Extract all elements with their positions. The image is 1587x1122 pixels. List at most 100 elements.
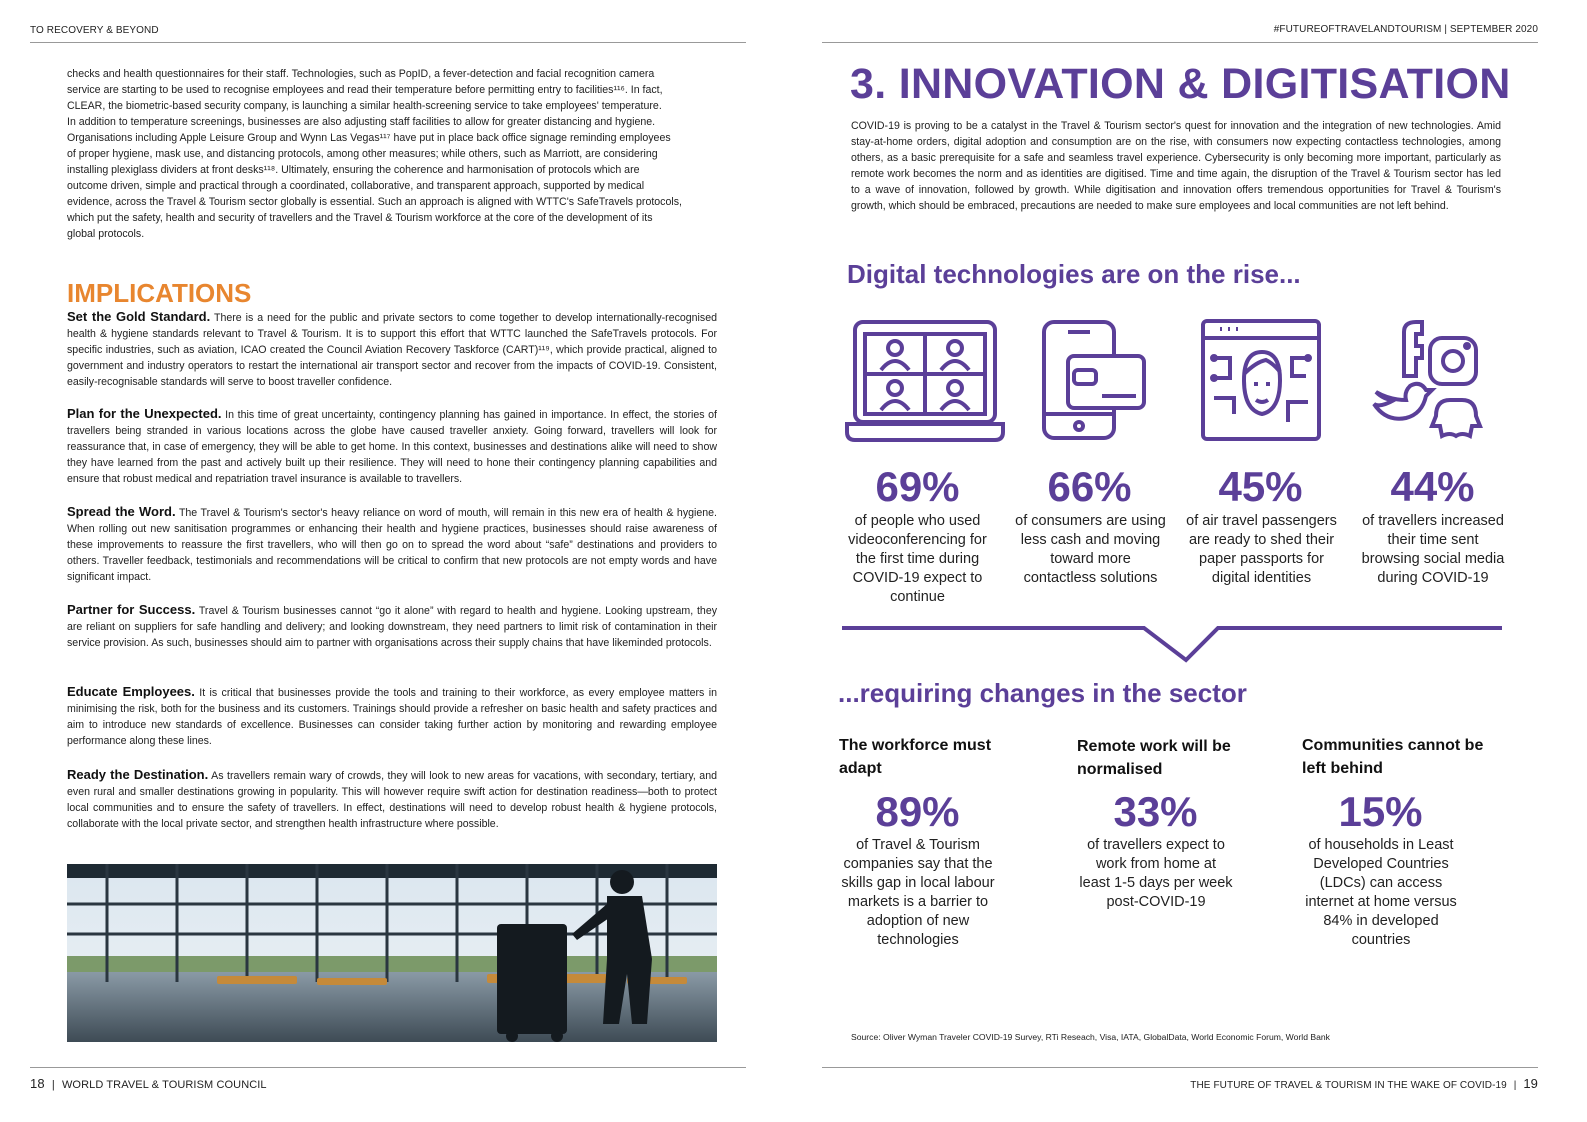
stat-line: of people who used — [854, 513, 981, 529]
change-line: of households in Least — [1308, 837, 1454, 853]
stat-line: of air travel passengers — [1186, 513, 1337, 529]
text-line: CLEAR, the biometric-based security comp… — [67, 100, 662, 112]
heading-line: Remote work will be — [1077, 738, 1231, 755]
stat-line: COVID-19 expect to — [852, 570, 983, 586]
header-rule-right — [822, 42, 1538, 43]
change-line: least 1-5 days per week — [1079, 875, 1233, 891]
text-line: service are starting to be used to recog… — [67, 84, 663, 96]
stat-line: toward more — [1050, 551, 1131, 567]
rise-subtitle: Digital technologies are on the rise... — [847, 259, 1301, 289]
paragraph-text: Travel & Tourism businesses cannot “go i… — [67, 605, 718, 649]
paragraph-text: In this time of great uncertainty, conti… — [67, 409, 717, 485]
airport-cleaner-photo — [67, 864, 717, 1042]
change-description: of travellers expect to work from home a… — [1070, 836, 1242, 912]
change-line: technologies — [877, 932, 959, 948]
stat-line: digital identities — [1211, 570, 1312, 586]
text-line: global protocols. — [67, 228, 145, 240]
divider-chevron — [842, 626, 1502, 663]
change-line: 84% in developed — [1323, 913, 1439, 929]
heading-line: normalised — [1077, 761, 1163, 778]
change-value: 89% — [875, 788, 960, 835]
paragraph-partner-success: Partner for Success. Travel & Tourism bu… — [67, 602, 717, 651]
paragraph-text: As travellers remain wary of crowds, the… — [67, 770, 717, 830]
heading-line: The workforce must — [839, 737, 992, 754]
change-line: Developed Countries — [1313, 856, 1449, 872]
page-number-right: 19 — [1523, 1076, 1538, 1091]
change-heading: Communities cannot be left behind — [1302, 734, 1502, 780]
stat-line: less cash and moving — [1020, 532, 1161, 548]
stat-line: videoconferencing for — [848, 532, 987, 548]
footer-left: 18 | WORLD TRAVEL & TOURISM COUNCIL — [30, 1076, 267, 1091]
stat-description: of people who used videoconferencing for… — [840, 512, 995, 607]
paragraph-heading: Spread the Word. — [67, 504, 176, 519]
paragraph-text: There is a need for the public and priva… — [67, 312, 717, 388]
change-heading: The workforce must adapt — [839, 734, 1029, 780]
heading-line: Communities cannot be — [1302, 737, 1484, 754]
stat-line: contactless solutions — [1023, 570, 1158, 586]
heading-line: left behind — [1302, 760, 1383, 777]
paragraph-spread-word: Spread the Word. The Travel & Tourism's … — [67, 504, 717, 585]
stat-line: their time sent — [1387, 532, 1479, 548]
stat-description: of air travel passengers are ready to sh… — [1178, 512, 1345, 588]
change-line: markets is a barrier to — [847, 894, 989, 910]
page-number-left: 18 — [30, 1076, 45, 1091]
change-line: of travellers expect to — [1087, 837, 1225, 853]
change-line: (LDCs) can access — [1319, 875, 1443, 891]
text-line: which put the safety, health and securit… — [67, 212, 653, 224]
running-header-left: TO RECOVERY & BEYOND — [30, 25, 159, 36]
text-line: checks and health questionnaires for the… — [67, 68, 655, 80]
change-line: of Travel & Tourism — [856, 837, 980, 853]
footer-right-text: THE FUTURE OF TRAVEL & TOURISM IN THE WA… — [1190, 1080, 1507, 1091]
stat-line: browsing social media — [1361, 551, 1505, 567]
paragraph-text: It is critical that businesses provide t… — [67, 687, 717, 747]
paragraph-heading: Set the Gold Standard. — [67, 309, 211, 324]
stat-line: of consumers are using — [1015, 513, 1166, 529]
stat-value: 44% — [1390, 463, 1475, 510]
footer-right: THE FUTURE OF TRAVEL & TOURISM IN THE WA… — [1190, 1076, 1538, 1091]
heading-line: adapt — [839, 760, 882, 777]
text-line: of proper hygiene, mask use, and distanc… — [67, 148, 658, 160]
paragraph-educate-employees: Educate Employees. It is critical that b… — [67, 684, 717, 749]
stat-description: of travellers increased their time sent … — [1352, 512, 1514, 588]
phone-payment-card-icon — [1042, 320, 1146, 440]
section-intro: COVID-19 is proving to be a catalyst in … — [851, 120, 1501, 212]
implications-heading: IMPLICATIONS — [67, 278, 252, 308]
text-line: Organisations including Apple Leisure Gr… — [67, 132, 671, 144]
change-description: of households in Least Developed Countri… — [1294, 836, 1468, 950]
laptop-video-call-icon — [845, 320, 1005, 442]
change-line: internet at home versus — [1305, 894, 1457, 910]
text-line: In addition to temperature screenings, b… — [67, 116, 656, 128]
change-description: of Travel & Tourism companies say that t… — [832, 836, 1004, 950]
text-line: evidence, across the Travel & Tourism se… — [67, 196, 682, 208]
paragraph-heading: Plan for the Unexpected. — [67, 406, 222, 421]
changes-subtitle: ...requiring changes in the sector — [838, 678, 1247, 708]
paragraph-ready-destination: Ready the Destination. As travellers rem… — [67, 767, 717, 832]
change-line: countries — [1351, 932, 1411, 948]
stat-line: continue — [890, 589, 945, 605]
paragraph-heading: Ready the Destination. — [67, 767, 209, 782]
stat-line: paper passports for — [1199, 551, 1324, 567]
header-rule-left — [30, 42, 746, 43]
stat-line: during COVID-19 — [1377, 570, 1489, 586]
text-line: outcome driven, simple and practical thr… — [67, 180, 645, 192]
change-line: post-COVID-19 — [1106, 894, 1206, 910]
social-media-icons — [1372, 320, 1483, 439]
stat-value: 66% — [1047, 463, 1132, 510]
change-line: companies say that the — [843, 856, 993, 872]
paragraph-heading: Educate Employees. — [67, 684, 195, 699]
section-title: 3. INNOVATION & DIGITISATION — [850, 60, 1511, 108]
stat-value: 69% — [875, 463, 960, 510]
stat-description: of consumers are using less cash and mov… — [1008, 512, 1173, 588]
change-line: work from home at — [1095, 856, 1217, 872]
stat-value: 45% — [1218, 463, 1303, 510]
stat-line: the first time during — [855, 551, 980, 567]
footer-separator: | — [1513, 1080, 1517, 1091]
running-header-right: #FUTUREOFTRAVELANDTOURISM | SEPTEMBER 20… — [1273, 24, 1538, 35]
paragraph-gold-standard: Set the Gold Standard. There is a need f… — [67, 309, 717, 390]
change-heading: Remote work will be normalised — [1077, 735, 1267, 781]
footer-rule-left — [30, 1067, 746, 1068]
digital-face-id-icon — [1201, 319, 1321, 441]
paragraph-plan-unexpected: Plan for the Unexpected. In this time of… — [67, 406, 717, 487]
change-value: 33% — [1113, 788, 1198, 835]
change-line: adoption of new — [866, 913, 970, 929]
